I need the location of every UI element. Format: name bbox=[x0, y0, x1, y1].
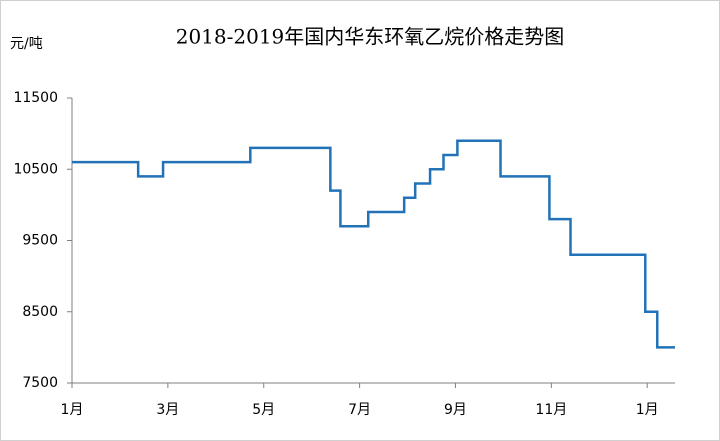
x-tick-label: 1月 bbox=[61, 402, 84, 418]
x-tick-label: 11月 bbox=[535, 402, 567, 418]
y-tick-label: 7500 bbox=[22, 375, 58, 391]
y-tick-label: 10500 bbox=[13, 161, 58, 177]
x-tick-label: 3月 bbox=[156, 402, 179, 418]
chart-title: 2018-2019年国内华东环氧乙烷价格走势图 bbox=[176, 25, 565, 49]
x-tick-label: 5月 bbox=[252, 402, 275, 418]
x-tick-label: 1月 bbox=[636, 402, 659, 418]
x-tick-label: 9月 bbox=[444, 402, 467, 418]
line bbox=[72, 139, 675, 349]
y-tick-label: 11500 bbox=[13, 90, 58, 106]
y-tick-label: 8500 bbox=[22, 304, 58, 320]
x-tick-label: 7月 bbox=[348, 402, 371, 418]
y-tick-label: 9500 bbox=[22, 233, 58, 249]
y-axis-label: 元/吨 bbox=[10, 36, 43, 52]
